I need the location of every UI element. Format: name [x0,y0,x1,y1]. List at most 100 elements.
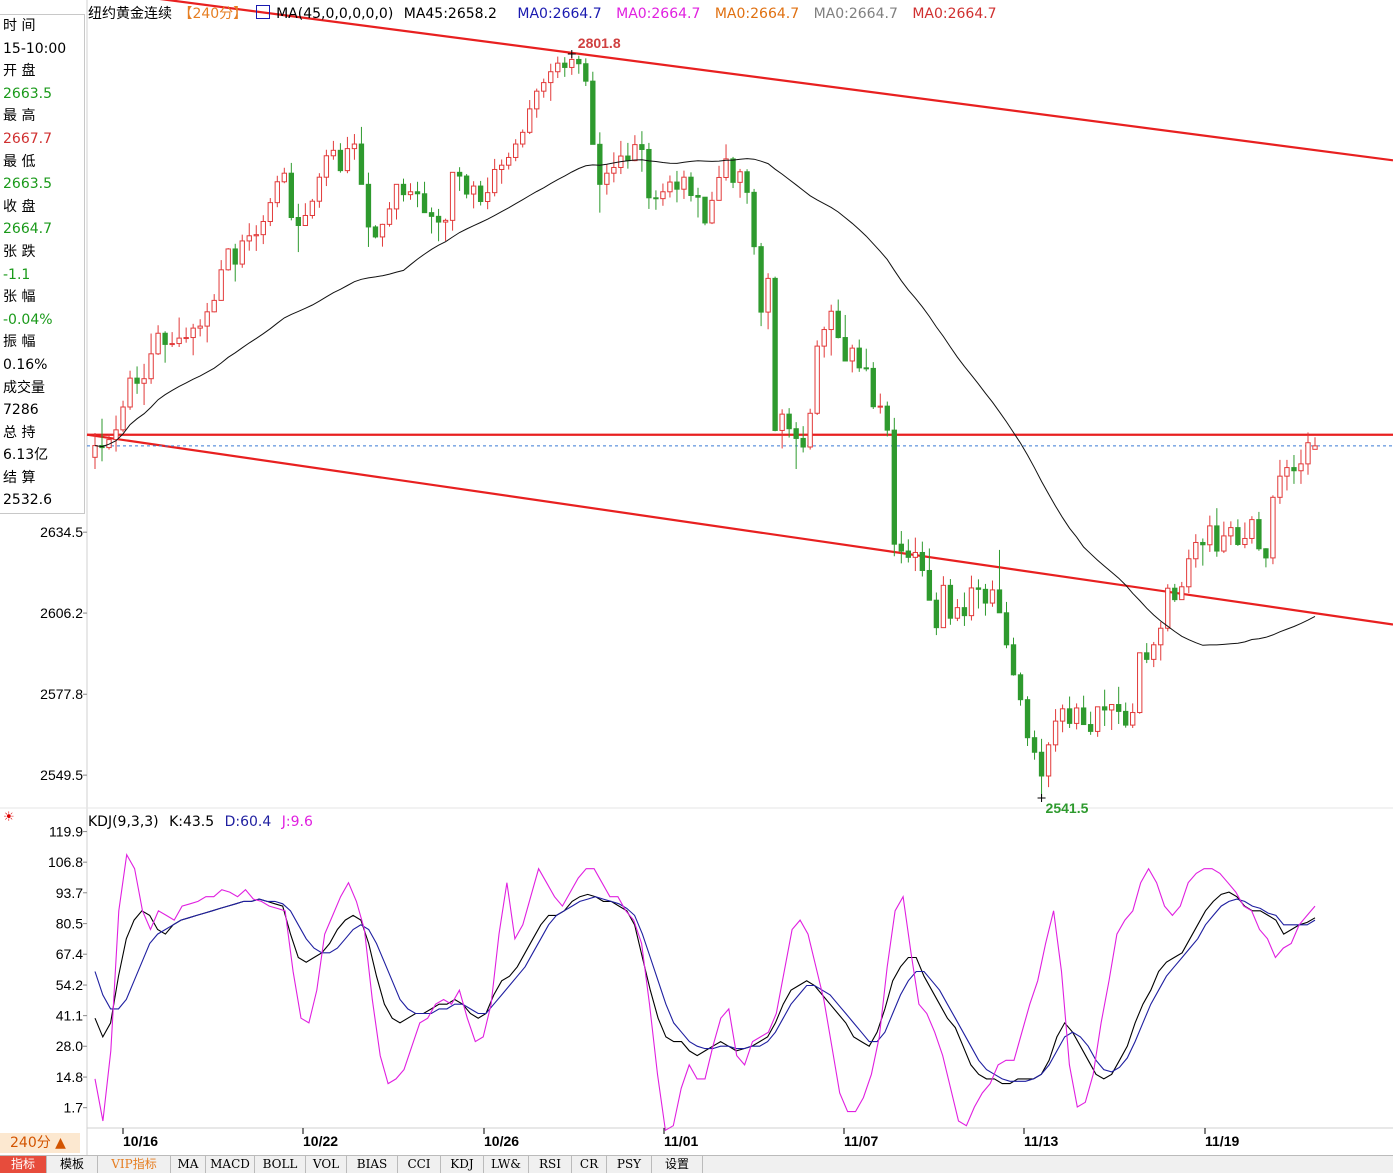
candle-body [905,550,912,558]
candle-body [1024,699,1031,739]
tab-cci[interactable]: CCI [398,1156,441,1173]
x-tick-label: 10/16 [123,1133,158,1149]
indicator-tab-bar: 指标 模板 VIP指标 MA MACD BOLL VOL BIAS CCI KD… [0,1155,1393,1173]
candle-body [1087,724,1094,732]
candle-body [870,367,876,408]
candle-body [498,164,505,170]
candle-body [386,208,393,225]
candle-body [919,551,926,571]
candle-body [365,183,372,228]
candle-body [1256,519,1262,550]
candle-body [218,269,224,301]
tab-boll[interactable]: BOLL [255,1156,306,1173]
tab-macd[interactable]: MACD [206,1156,255,1173]
kdj-j-value: J:9.6 [281,814,313,830]
y-tick-label: 2549.5 [40,767,83,783]
candle-body [1158,627,1164,646]
candle-body [169,343,175,346]
info-label-time: 时 间 [3,18,36,34]
kdj-d-line [94,896,1316,1082]
candle-body [548,71,554,84]
tab-kdj[interactable]: KDJ [441,1156,484,1173]
candle-body [134,377,140,384]
tab-lwr[interactable]: LW& [484,1156,529,1173]
candle-body [786,413,792,430]
kdj-y-tick-label: 54.2 [56,977,83,993]
candle-body [1305,442,1311,465]
low-price-label: 2541.5 [1046,800,1089,816]
candle-body [793,428,799,439]
candle-body [302,214,309,227]
candle-body [1144,652,1150,660]
kdj-y-tick-label: 119.9 [49,824,83,840]
candle-body [421,193,428,214]
kdj-y-tick-label: 41.1 [56,1008,83,1024]
candle-body [506,156,512,166]
candle-body [863,367,869,370]
candle-body [667,181,673,193]
candle-body [470,185,477,195]
ma-settings-icon[interactable] [255,5,270,19]
info-value-change-pct: -0.04% [3,311,53,328]
candle-body [1116,704,1122,712]
candle-body [751,191,757,248]
ma0-value: MA0:2664.7 [714,6,800,22]
kdj-k-line [94,891,1316,1085]
tab-vol[interactable]: VOL [306,1156,347,1173]
candle-body [555,62,561,73]
candle-body [604,172,610,185]
candle-body [968,587,975,617]
candle-body [1080,707,1087,726]
tab-settings[interactable]: 设置 [652,1156,703,1173]
candle-body [281,172,287,183]
y-tick-label: 2606.2 [40,605,83,621]
tab-vip-indicator[interactable]: VIP指标 [98,1156,171,1173]
ma45-value: MA45:2658.2 [403,6,497,22]
info-value-high: 2667.7 [3,130,52,147]
candle-body [856,347,862,369]
candle-body [828,310,834,331]
candle-body [1003,612,1010,646]
candle-body [330,149,337,157]
candle-body [428,212,435,217]
candle-body [1066,708,1073,724]
tab-cr[interactable]: CR [572,1156,607,1173]
period-selector-button[interactable]: 240分 ▲ [0,1133,80,1153]
candle-body [1130,712,1136,726]
candle-body [1017,674,1024,701]
candle-body [120,406,126,431]
candle-body [155,332,161,355]
candle-body [1200,541,1206,546]
candle-body [744,171,750,193]
candle-body [541,82,547,92]
tab-ma[interactable]: MA [171,1156,206,1173]
candle-body [1165,587,1171,629]
candle-body [807,412,813,448]
x-tick-label: 10/22 [303,1133,338,1149]
candle-body [814,345,820,414]
candle-body [358,143,365,185]
info-label-settlement: 结 算 [3,469,36,486]
candle-body [842,337,848,362]
trend-line-channel-top [159,0,1393,162]
tab-indicator[interactable]: 指标 [0,1156,47,1173]
candle-body [1242,537,1248,545]
info-label-volume: 成交量 [3,379,45,396]
tab-psy[interactable]: PSY [607,1156,652,1173]
x-tick-label: 11/01 [664,1133,698,1149]
candle-body [926,569,933,601]
tab-template[interactable]: 模板 [47,1156,98,1173]
candle-body [884,405,890,431]
candle-body [1137,652,1143,714]
tab-bias[interactable]: BIAS [347,1156,398,1173]
candle-body [232,248,238,265]
candle-body [1094,706,1101,732]
candle-body [204,311,210,327]
candle-body [1186,558,1192,588]
candle-body [695,194,701,198]
candle-body [597,143,603,185]
tab-rsi[interactable]: RSI [529,1156,572,1173]
info-label-low: 最 低 [3,153,36,170]
kdj-settings-icon[interactable]: ☀ [3,810,15,825]
candle-body [442,219,449,223]
